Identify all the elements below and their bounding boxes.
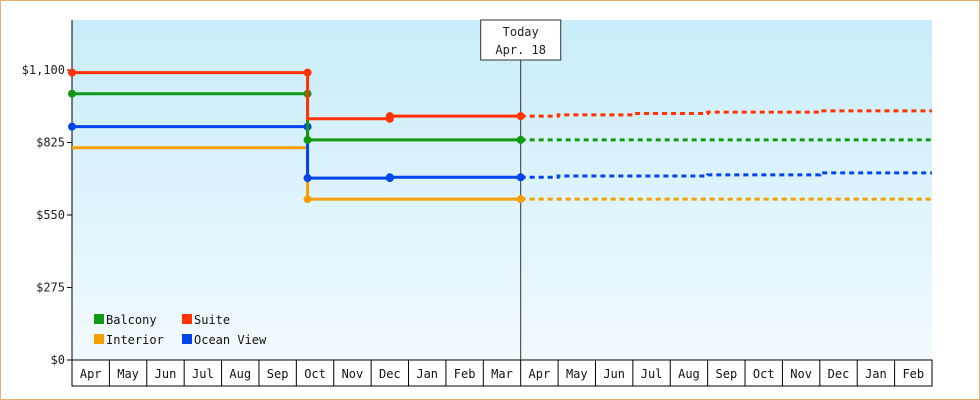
series-point-ocean-view bbox=[68, 122, 76, 131]
x-axis: Apr May Jun Jul Aug Sep Oct Nov Dec Jan Feb Mar Apr M… bbox=[71, 359, 933, 387]
month-label: Dec bbox=[379, 367, 401, 381]
legend-label: Ocean View bbox=[194, 333, 267, 347]
legend-swatch bbox=[94, 314, 104, 324]
y-tick-label: $0 bbox=[51, 353, 65, 367]
y-tick-label: $825 bbox=[36, 136, 65, 150]
legend-label: Interior bbox=[106, 333, 164, 347]
month-label: Jun bbox=[603, 367, 625, 381]
month-label: Jun bbox=[155, 367, 177, 381]
month-label: Oct bbox=[753, 367, 775, 381]
series-point-balcony bbox=[303, 135, 312, 144]
series-point-suite bbox=[303, 68, 312, 77]
month-label: Nov bbox=[342, 367, 364, 381]
month-label: May bbox=[566, 367, 588, 381]
month-label: Nov bbox=[790, 367, 812, 381]
month-label: May bbox=[117, 367, 139, 381]
series-point-interior bbox=[303, 195, 312, 204]
series-line-ocean-view bbox=[72, 125, 521, 180]
legend-swatch bbox=[94, 334, 104, 344]
series-forecast-ocean-view bbox=[520, 171, 932, 179]
month-label: Sep bbox=[716, 367, 738, 381]
today-label: Today bbox=[503, 25, 539, 39]
series-point-suite bbox=[516, 112, 525, 121]
series-point-suite bbox=[385, 112, 394, 121]
month-label: Jan bbox=[865, 367, 887, 381]
legend: Balcony Suite Interior Ocean View bbox=[94, 313, 267, 347]
legend-label: Suite bbox=[194, 313, 230, 327]
y-tick-label: $275 bbox=[36, 281, 65, 295]
series-line-suite bbox=[72, 71, 521, 121]
series-lines bbox=[68, 68, 932, 204]
month-strip bbox=[71, 359, 933, 387]
month-label: Aug bbox=[678, 367, 700, 381]
series-point-suite bbox=[68, 68, 76, 77]
today-box bbox=[480, 19, 562, 61]
legend-label: Balcony bbox=[106, 313, 157, 327]
legend-swatch bbox=[182, 314, 192, 324]
y-axis: $0 $275 $550 $825 $1,100 bbox=[22, 20, 73, 367]
y-tick-label: $1,100 bbox=[22, 63, 65, 77]
series-point-ocean-view bbox=[385, 173, 394, 182]
month-label: Mar bbox=[491, 367, 513, 381]
plot-background bbox=[72, 20, 932, 360]
series-point-interior bbox=[516, 195, 525, 204]
month-label: Aug bbox=[229, 367, 251, 381]
month-label: Dec bbox=[828, 367, 850, 381]
month-label: Oct bbox=[304, 367, 326, 381]
series-point-balcony bbox=[516, 135, 525, 144]
month-label: Jan bbox=[416, 367, 438, 381]
month-label: Feb bbox=[902, 367, 924, 381]
month-label: Jul bbox=[641, 367, 663, 381]
legend-swatch bbox=[182, 334, 192, 344]
month-label: Jul bbox=[192, 367, 214, 381]
month-label: Sep bbox=[267, 367, 289, 381]
series-point-balcony bbox=[68, 89, 76, 98]
series-forecast-suite bbox=[520, 109, 932, 118]
today-marker: Today Apr. 18 bbox=[480, 19, 562, 360]
y-tick-label: $550 bbox=[36, 208, 65, 222]
series-point-ocean-view bbox=[516, 173, 525, 182]
today-date: Apr. 18 bbox=[495, 43, 546, 57]
month-label: Feb bbox=[454, 367, 476, 381]
series-point-ocean-view bbox=[303, 174, 312, 183]
month-label: Apr bbox=[529, 367, 551, 381]
month-label: Apr bbox=[80, 367, 102, 381]
